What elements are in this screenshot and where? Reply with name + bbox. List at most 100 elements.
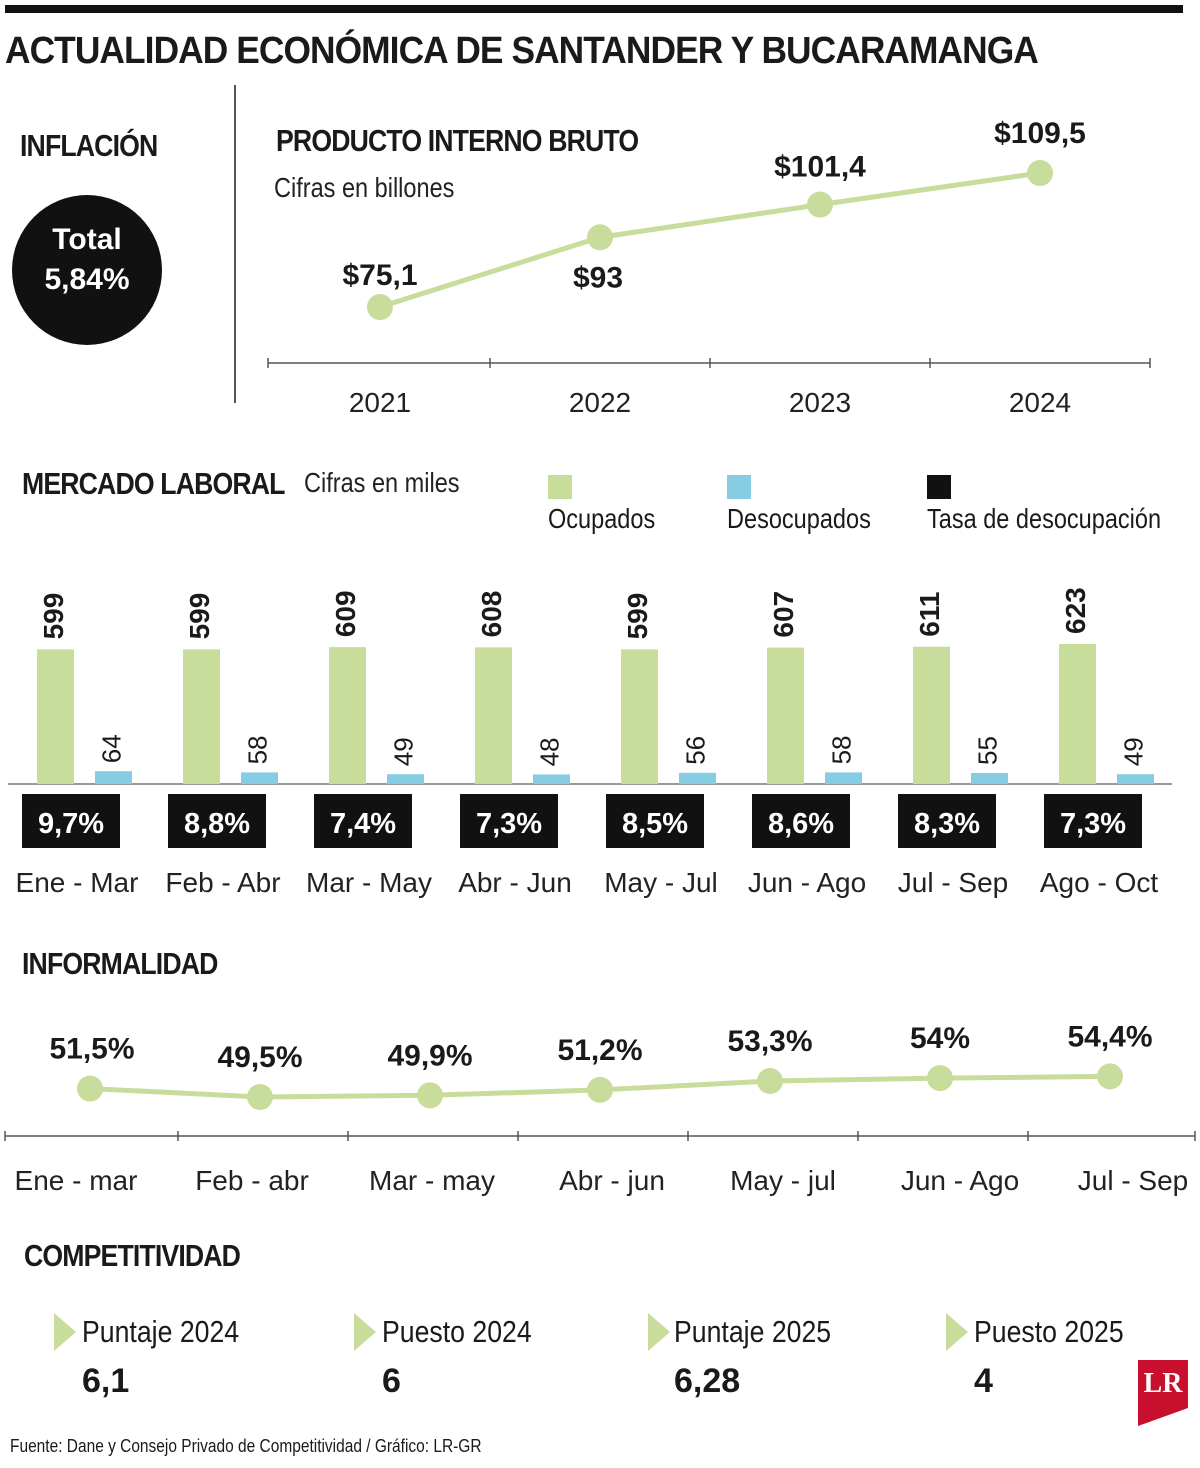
bar-ocupados [621,649,658,784]
comp-value-puntaje-2025: 6,28 [674,1362,741,1400]
labor-tick-label: Feb - Abr [165,867,280,898]
bar-label-desocupados: 58 [242,735,272,764]
inflation-label: Total [52,223,122,256]
informality-title: INFORMALIDAD [22,946,218,981]
labor-tick-label: Abr - Jun [458,867,572,898]
legend-label-ocupados: Ocupados [548,503,656,534]
rate-box [898,794,996,848]
vertical-divider [234,85,236,403]
lr-logo-tail [1138,1408,1188,1426]
labor-tick-label: Mar - May [306,867,432,898]
rate-label: 8,6% [768,808,834,840]
inf-tick-label: Ene - mar [15,1165,138,1196]
labor-tick-label: May - Jul [604,867,718,898]
rate-box [314,794,412,848]
labor-tick-label: Jun - Ago [748,867,866,898]
inflation-badge: Total 5,84% [12,195,162,345]
bar-desocupados [971,773,1008,784]
rate-box [752,794,850,848]
pib-tick-label: 2024 [1009,387,1071,418]
inf-tick-label: Jun - Ago [901,1165,1019,1196]
rate-label: 8,5% [622,808,688,840]
bar-desocupados [1117,774,1154,784]
labor-tick-label: Ago - Oct [1040,867,1158,898]
bar-label-ocupados: 608 [476,591,507,638]
pib-data-label: $109,5 [994,117,1086,150]
bar-label-ocupados: 599 [38,593,69,640]
rate-label: 7,4% [330,808,396,840]
inf-point [587,1076,613,1103]
comp-label-puesto-2024: Puesto 2024 [382,1314,532,1349]
pib-subtitle: Cifras en billones [274,172,455,203]
labor-tick-label: Jul - Sep [898,867,1009,898]
bar-desocupados [241,772,278,784]
labor-tick-label: Ene - Mar [16,867,139,898]
pib-tick-label: 2023 [789,387,851,418]
bar-label-desocupados: 49 [388,737,418,766]
inflation-value: 5,84% [44,263,130,296]
bar-label-desocupados: 58 [826,735,856,764]
inf-data-label: 54% [910,1022,970,1055]
comp-value-puntaje-2024: 6,1 [82,1362,130,1400]
rate-label: 9,7% [38,808,104,840]
rate-box [460,794,558,848]
comp-label-puesto-2025: Puesto 2025 [974,1314,1124,1349]
top-rule [5,5,1183,13]
lr-logo: LR [1138,1360,1188,1408]
pib-chart: $75,1 2021 $93 2022 $101,4 2023 $109,5 2024 [267,117,1151,418]
pib-data-label: $101,4 [774,151,866,184]
arrow-icon [354,1313,376,1351]
inf-data-label: 49,5% [217,1041,302,1074]
inf-data-label: 49,9% [387,1039,472,1072]
rate-label: 7,3% [476,808,542,840]
bar-label-ocupados: 609 [330,590,361,637]
inf-point [247,1084,273,1110]
pib-data-label: $93 [573,261,623,294]
bar-label-ocupados: 607 [768,591,799,638]
comp-value-puesto-2025: 4 [974,1362,993,1400]
bar-desocupados [825,772,862,784]
inf-point [927,1065,953,1092]
pib-title: PRODUCTO INTERNO BRUTO [276,123,639,158]
page-title: ACTUALIDAD ECONÓMICA DE SANTANDER Y BUCA… [5,30,1039,72]
bar-label-ocupados: 623 [1060,587,1091,634]
legend-label-desocupados: Desocupados [727,503,871,534]
inf-data-label: 51,2% [557,1034,642,1067]
pib-point [367,294,393,320]
bar-label-desocupados: 48 [534,737,564,766]
rate-box [606,794,704,848]
arrow-icon [648,1313,670,1351]
bar-ocupados [475,647,512,784]
labor-chart: 599 64 9,7% Ene - Mar 599 58 8,8% Feb - Abr 609 4… [8,587,1172,898]
inf-tick-label: May - jul [730,1165,836,1196]
bar-label-desocupados: 49 [1118,737,1148,766]
inf-data-label: 51,5% [49,1033,134,1066]
inf-tick-label: Mar - may [369,1165,495,1196]
legend-swatch-tasa [927,475,951,499]
bar-label-desocupados: 64 [96,734,126,763]
pib-data-label: $75,1 [342,259,417,292]
bar-ocupados [37,649,74,784]
bar-ocupados [913,646,950,784]
bar-label-ocupados: 599 [184,593,215,640]
comp-label-puntaje-2025: Puntaje 2025 [674,1314,832,1349]
inf-point [417,1082,443,1109]
inf-tick-label: Abr - jun [559,1165,665,1196]
arrow-icon [54,1313,76,1351]
legend-swatch-desocupados [727,475,751,499]
bar-ocupados [767,647,804,784]
bar-desocupados [533,774,570,784]
labor-subtitle: Cifras en miles [304,467,460,498]
bar-desocupados [679,772,716,784]
legend-label-tasa: Tasa de desocupación [927,503,1162,534]
arrow-icon [946,1313,968,1351]
inf-data-label: 54,4% [1067,1020,1152,1053]
inf-data-label: 53,3% [727,1025,812,1058]
inflation-heading: INFLACIÓN [20,128,158,163]
inf-point [757,1068,783,1095]
rate-label: 8,3% [914,808,980,840]
inf-tick-label: Jul - Sep [1078,1165,1189,1196]
rate-box [168,794,266,848]
bar-ocupados [183,649,220,784]
rate-box [1044,794,1142,848]
